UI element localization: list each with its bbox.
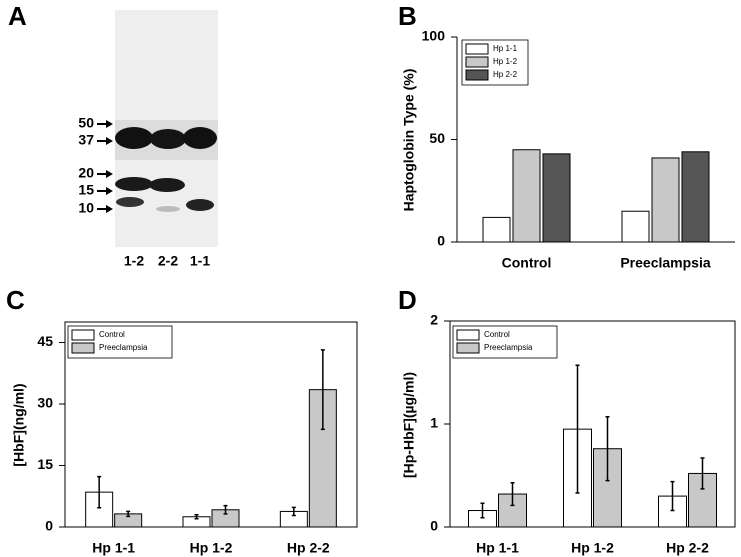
error-bar — [291, 506, 296, 517]
bar — [621, 210, 650, 243]
marker-arrowhead — [106, 137, 113, 145]
bar — [512, 149, 541, 243]
error-bar — [194, 513, 199, 520]
marker-arrowhead — [106, 170, 113, 178]
marker-arrowhead — [106, 205, 113, 213]
error-bar — [700, 457, 705, 490]
panel-label: A — [8, 1, 27, 31]
panel-label: C — [6, 285, 25, 315]
marker-arrowhead — [106, 187, 113, 195]
legend-swatch — [71, 342, 95, 354]
error-bar — [320, 349, 325, 431]
lane-label: 1-2 — [124, 253, 144, 269]
y-axis-label: [HbF](ng/ml) — [11, 383, 27, 466]
legend-label: Preeclampsia — [99, 343, 148, 352]
y-tick-label: 0 — [45, 518, 53, 534]
legend-swatch — [456, 329, 480, 341]
y-tick-label: 2 — [430, 312, 438, 328]
marker-label: 10 — [78, 200, 94, 216]
y-tick-label: 0 — [437, 233, 445, 249]
panel-label: B — [398, 1, 417, 31]
y-tick-label: 15 — [37, 456, 53, 472]
plot-frame — [449, 320, 736, 528]
error-bar — [605, 416, 610, 482]
legend-swatch — [71, 329, 95, 341]
marker-arrowhead — [106, 120, 113, 128]
legend-swatch — [456, 342, 480, 354]
x-tick-label: Hp 1-1 — [476, 540, 519, 556]
y-axis-label: [Hp-HbF](µg/ml) — [401, 372, 417, 478]
y-tick-label: 0 — [430, 518, 438, 534]
legend-label: Hp 2-2 — [493, 70, 518, 79]
error-bar — [575, 364, 580, 494]
marker-label: 37 — [78, 132, 94, 148]
legend-swatch — [465, 69, 489, 81]
panel-label: D — [398, 285, 417, 315]
error-bar — [223, 504, 228, 515]
legend-label: Hp 1-2 — [493, 57, 518, 66]
lane-label: 2-2 — [158, 253, 178, 269]
x-tick-label: Hp 1-2 — [190, 540, 233, 556]
y-tick-label: 30 — [37, 395, 53, 411]
marker-label: 50 — [78, 115, 94, 131]
y-tick-label: 45 — [37, 333, 53, 349]
marker-label: 20 — [78, 165, 94, 181]
y-tick-label: 1 — [430, 415, 438, 431]
bar — [651, 157, 680, 243]
y-axis-label: Haptoglobin Type (%) — [401, 69, 417, 212]
x-tick-label: Hp 1-2 — [571, 540, 614, 556]
error-bar — [126, 510, 131, 518]
blot-image — [115, 10, 218, 247]
error-bar — [670, 480, 675, 512]
y-tick-label: 100 — [422, 28, 446, 44]
x-tick-label: Hp 2-2 — [666, 540, 709, 556]
bar — [482, 216, 511, 243]
x-tick-label: Hp 2-2 — [287, 540, 330, 556]
legend-swatch — [465, 43, 489, 55]
error-bar — [480, 502, 485, 519]
legend-label: Control — [99, 330, 125, 339]
lane-label: 1-1 — [190, 253, 210, 269]
x-tick-label: Preeclampsia — [620, 255, 710, 271]
legend-label: Preeclampsia — [484, 343, 533, 352]
bar — [542, 153, 571, 243]
marker-label: 15 — [78, 182, 94, 198]
error-bar — [510, 481, 515, 507]
error-bar — [97, 475, 102, 509]
bar — [681, 151, 710, 243]
y-tick-label: 50 — [429, 130, 445, 146]
x-tick-label: Hp 1-1 — [92, 540, 135, 556]
legend-swatch — [465, 56, 489, 68]
plot-frame — [64, 321, 358, 528]
legend-label: Hp 1-1 — [493, 44, 518, 53]
x-tick-label: Control — [502, 255, 552, 271]
legend-label: Control — [484, 330, 510, 339]
